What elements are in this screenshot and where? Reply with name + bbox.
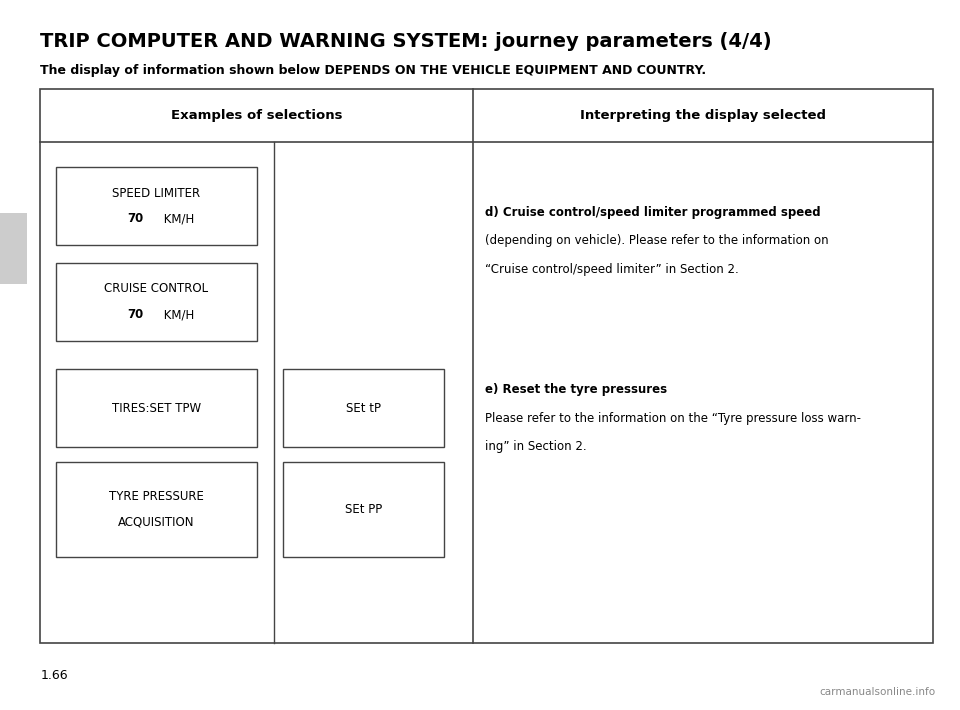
- Bar: [56, 369, 257, 447]
- Text: ing” in Section 2.: ing” in Section 2.: [485, 440, 587, 453]
- Text: ACQUISITION: ACQUISITION: [118, 515, 195, 529]
- Text: SEt PP: SEt PP: [345, 503, 382, 516]
- Text: Interpreting the display selected: Interpreting the display selected: [580, 109, 827, 122]
- Bar: [56, 167, 257, 245]
- Text: 70: 70: [128, 212, 143, 225]
- Text: SPEED LIMITER: SPEED LIMITER: [112, 187, 201, 200]
- Text: Please refer to the information on the “Tyre pressure loss warn-: Please refer to the information on the “…: [485, 412, 861, 425]
- Text: d) Cruise control/speed limiter programmed speed: d) Cruise control/speed limiter programm…: [485, 206, 821, 219]
- Bar: [56, 263, 257, 341]
- Bar: [40, 89, 933, 643]
- Bar: [283, 462, 444, 557]
- Text: CRUISE CONTROL: CRUISE CONTROL: [105, 283, 208, 295]
- Bar: [56, 462, 257, 557]
- Text: TRIP COMPUTER AND WARNING SYSTEM: journey parameters (4/4): TRIP COMPUTER AND WARNING SYSTEM: journe…: [40, 32, 772, 51]
- Text: “Cruise control/speed limiter” in Section 2.: “Cruise control/speed limiter” in Sectio…: [485, 263, 738, 275]
- Text: KM/H: KM/H: [160, 212, 195, 225]
- Text: The display of information shown below DEPENDS ON THE VEHICLE EQUIPMENT AND COUN: The display of information shown below D…: [40, 64, 707, 77]
- Text: SEt tP: SEt tP: [346, 402, 381, 415]
- Text: TYRE PRESSURE: TYRE PRESSURE: [109, 490, 204, 503]
- Text: TIRES:SET TPW: TIRES:SET TPW: [112, 402, 201, 415]
- Text: e) Reset the tyre pressures: e) Reset the tyre pressures: [485, 383, 667, 396]
- Text: KM/H: KM/H: [160, 308, 195, 321]
- Bar: [283, 369, 444, 447]
- Text: carmanualsonline.info: carmanualsonline.info: [820, 687, 936, 697]
- Text: Examples of selections: Examples of selections: [171, 109, 343, 122]
- Text: 70: 70: [128, 308, 143, 321]
- Text: (depending on vehicle). Please refer to the information on: (depending on vehicle). Please refer to …: [485, 234, 828, 247]
- Bar: [0, 213, 27, 284]
- Text: 1.66: 1.66: [40, 669, 68, 682]
